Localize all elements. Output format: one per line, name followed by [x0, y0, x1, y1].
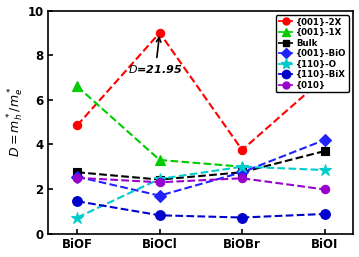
{110}-BiX [240, 216, 244, 219]
Line: {110}-O: {110}-O [71, 160, 331, 224]
{001}-2X [75, 124, 79, 127]
{001}-2X [240, 148, 244, 151]
{001}-BiO [322, 138, 327, 141]
{010} [75, 176, 79, 179]
Line: {001}-BiO: {001}-BiO [73, 136, 329, 200]
Bulk [322, 150, 327, 153]
{001}-1X [158, 159, 162, 162]
Line: {001}-2X: {001}-2X [73, 29, 329, 154]
{001}-BiO [158, 194, 162, 197]
{001}-2X [322, 76, 327, 79]
Legend: {001}-2X, {001}-1X, Bulk, {001}-BiO, {110}-O, {110}-BiX, {010}: {001}-2X, {001}-1X, Bulk, {001}-BiO, {11… [275, 15, 349, 92]
{110}-O [240, 165, 244, 168]
{110}-BiX [75, 200, 79, 203]
{001}-BiO [240, 171, 244, 174]
Text: $D$=21.95: $D$=21.95 [128, 38, 183, 75]
{010} [322, 188, 327, 191]
{110}-O [322, 169, 327, 172]
Line: {001}-1X: {001}-1X [72, 81, 247, 171]
{010} [158, 181, 162, 184]
{001}-1X [75, 85, 79, 88]
Bulk [75, 171, 79, 174]
Bulk [158, 178, 162, 181]
{010} [240, 177, 244, 180]
Y-axis label: $D = m_h^*/m_e^*$: $D = m_h^*/m_e^*$ [5, 87, 26, 158]
{110}-BiX [322, 213, 327, 216]
{110}-O [75, 216, 79, 219]
Line: Bulk: Bulk [73, 147, 329, 184]
Line: {010}: {010} [73, 174, 329, 194]
{110}-O [158, 177, 162, 180]
{001}-2X [158, 31, 162, 34]
{001}-BiO [75, 175, 79, 178]
{110}-BiX [158, 214, 162, 217]
{001}-1X [240, 165, 244, 168]
Line: {110}-BiX: {110}-BiX [72, 196, 330, 222]
Bulk [240, 171, 244, 174]
